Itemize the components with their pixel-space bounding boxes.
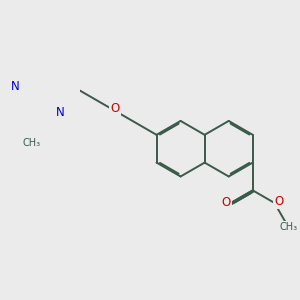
Text: CH₃: CH₃ [22,138,40,148]
Text: N: N [11,80,20,93]
Text: O: O [221,196,230,209]
Text: O: O [274,195,284,208]
Text: CH₃: CH₃ [279,222,297,232]
Text: O: O [110,102,119,115]
Text: N: N [56,106,65,119]
